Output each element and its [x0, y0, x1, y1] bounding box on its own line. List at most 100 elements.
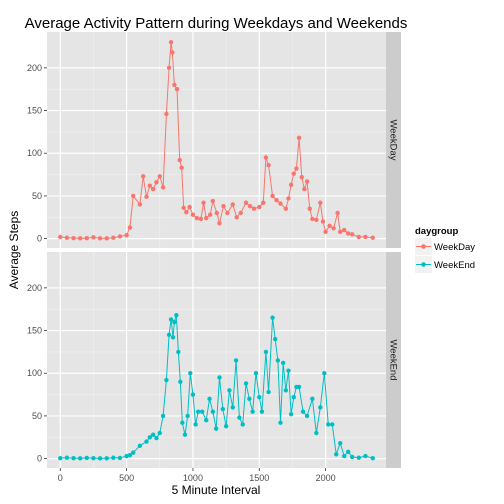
data-point-weekend [124, 453, 129, 459]
data-point-weekday [150, 186, 156, 192]
legend-label-weekend: WeekEnd [434, 260, 475, 271]
data-point-weekday [97, 236, 103, 241]
data-point-weekday [345, 231, 351, 236]
data-point-weekend [220, 406, 226, 412]
data-point-weekday [294, 166, 299, 171]
data-point-weekend [97, 456, 103, 461]
data-point-weekend [233, 358, 239, 363]
data-point-weekday [84, 235, 90, 241]
data-point-weekend [318, 405, 323, 410]
data-point-weekend [160, 413, 166, 419]
data-point-weekend [326, 422, 331, 427]
y-tick-label: 100 [27, 368, 42, 378]
data-point-weekday [190, 212, 196, 217]
data-point-weekday [363, 234, 368, 240]
data-point-weekend [131, 450, 136, 455]
data-point-weekday [234, 215, 239, 220]
data-point-weekend [71, 455, 76, 461]
data-point-weekend [300, 409, 306, 414]
data-point-weekend [217, 375, 222, 380]
data-point-weekend [204, 417, 209, 423]
data-point-weekday [304, 179, 310, 184]
data-point-weekday [168, 40, 174, 45]
data-point-weekday [278, 201, 283, 206]
data-point-weekday [124, 232, 129, 238]
panel-weekend-background [47, 252, 386, 468]
data-point-weekday [307, 206, 312, 211]
data-point-weekday [230, 202, 235, 207]
data-point-weekend [275, 358, 281, 363]
data-point-weekend [253, 371, 259, 376]
data-point-weekend [150, 432, 156, 437]
data-point-weekday [291, 171, 296, 176]
data-point-weekday [91, 235, 96, 240]
data-point-weekday [217, 221, 222, 226]
data-point-weekend [338, 441, 343, 446]
data-point-weekday [310, 216, 315, 222]
data-point-weekend [270, 315, 275, 320]
data-point-weekday [356, 234, 362, 240]
data-point-weekend [196, 409, 201, 414]
data-point-weekend [200, 409, 205, 414]
data-point-weekend [334, 452, 339, 457]
data-point-weekend [166, 332, 172, 338]
data-point-weekend [310, 396, 315, 402]
data-point-weekday [144, 194, 149, 199]
data-point-weekday [302, 186, 307, 192]
data-point-weekday [286, 196, 291, 201]
data-point-weekday [266, 162, 271, 168]
data-point-weekday [247, 203, 253, 209]
data-point-weekend [314, 430, 319, 436]
data-point-weekend [345, 449, 351, 454]
data-point-weekend [58, 455, 63, 461]
data-point-weekday [127, 225, 133, 230]
y-tick-label: 50 [32, 191, 42, 201]
legend-label-weekday: WeekDay [434, 242, 475, 253]
data-point-weekend [356, 455, 362, 460]
data-point-weekend [157, 430, 162, 436]
data-point-weekend [257, 394, 262, 400]
strip-label-weekday: WeekDay [387, 119, 398, 160]
data-point-weekday [335, 210, 340, 216]
data-point-weekday [140, 174, 146, 179]
data-point-weekend [227, 388, 232, 393]
data-point-weekday [204, 215, 209, 221]
data-point-weekend [104, 456, 109, 461]
chart-title: Average Activity Pattern during Weekdays… [25, 15, 408, 32]
data-point-weekday [58, 234, 63, 240]
data-point-weekday [170, 50, 175, 55]
data-point-weekend [223, 423, 229, 429]
x-tick-label: 500 [119, 473, 134, 483]
data-point-weekend [247, 396, 252, 402]
data-point-weekend [259, 409, 265, 414]
x-tick-label: 0 [58, 473, 63, 483]
data-point-weekend [111, 455, 116, 460]
data-point-weekend [176, 349, 181, 355]
data-point-weekday [181, 205, 186, 211]
x-tick-label: 1000 [183, 473, 203, 483]
data-point-weekend [286, 368, 291, 373]
x-tick-label: 2000 [316, 473, 336, 483]
y-tick-label: 0 [37, 234, 42, 244]
data-point-weekend [288, 412, 294, 417]
data-point-weekday [251, 206, 257, 211]
data-point-weekend [296, 384, 302, 390]
data-point-weekend [168, 317, 174, 322]
y-tick-label: 100 [27, 148, 42, 158]
data-point-weekend [170, 335, 176, 340]
y-tick-label: 150 [27, 106, 42, 116]
data-point-weekend [278, 420, 283, 425]
data-point-weekday [160, 185, 166, 190]
data-point-weekend [243, 381, 249, 386]
data-point-weekday [164, 111, 169, 117]
data-point-weekday [261, 200, 266, 205]
data-point-weekend [77, 456, 83, 461]
data-point-weekday [77, 236, 83, 241]
data-point-weekend [185, 413, 190, 419]
data-point-weekday [257, 204, 262, 210]
data-point-weekend [266, 389, 271, 395]
data-point-weekday [172, 82, 177, 88]
data-point-weekend [117, 455, 123, 461]
data-point-weekend [280, 360, 286, 366]
